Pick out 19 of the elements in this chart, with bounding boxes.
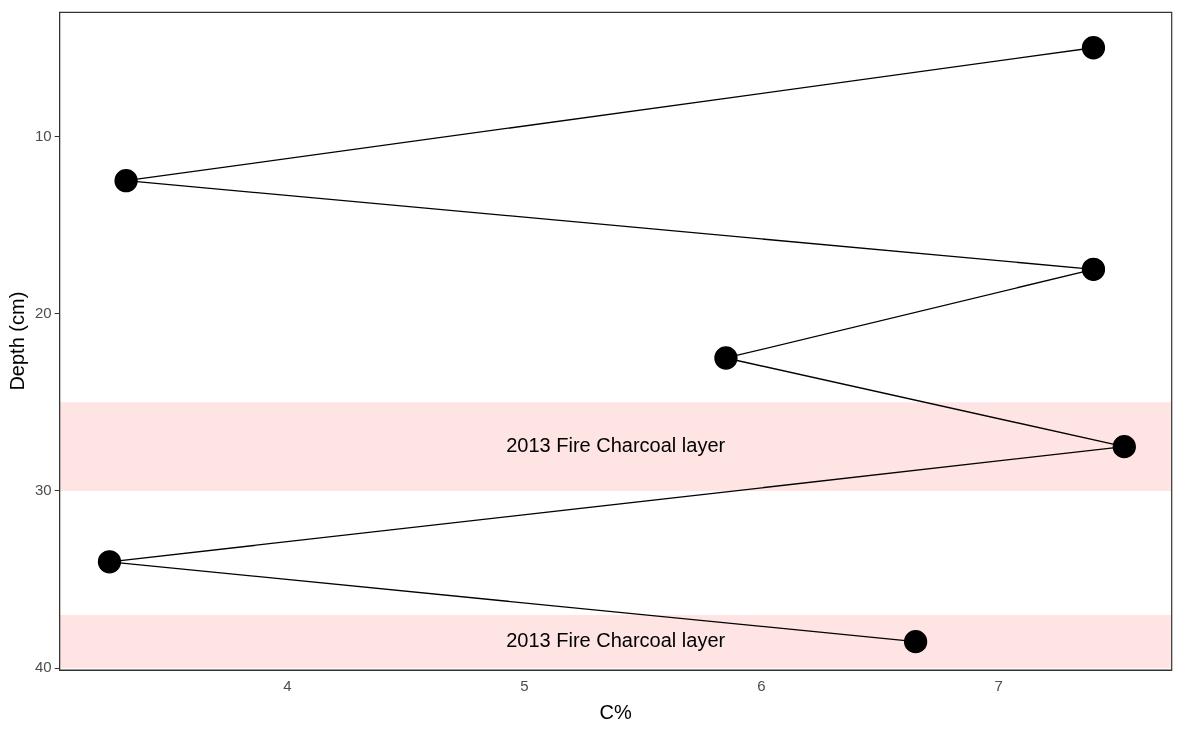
y-tick-label: 10 [35, 126, 52, 144]
point [1081, 36, 1106, 60]
point [903, 629, 928, 654]
y-axis-title: Depth (cm) [5, 291, 28, 391]
y-tick-label: 40 [35, 658, 52, 676]
point [1112, 434, 1136, 459]
band-label: 2013 Fire Charcoal layer [506, 629, 726, 652]
x-axis-title: C% [599, 700, 633, 723]
band-label: 2013 Fire Charcoal layer [506, 434, 726, 457]
x-tick-label: 5 [520, 677, 529, 695]
y-tick-label: 30 [35, 481, 52, 499]
point [714, 346, 738, 370]
x-tick-label: 7 [994, 677, 1003, 695]
x-tick-label: 6 [757, 677, 766, 695]
point [97, 550, 122, 574]
x-tick-label: 4 [283, 677, 292, 695]
point [1081, 257, 1106, 281]
y-tick-label: 20 [35, 303, 52, 321]
point [114, 169, 138, 193]
